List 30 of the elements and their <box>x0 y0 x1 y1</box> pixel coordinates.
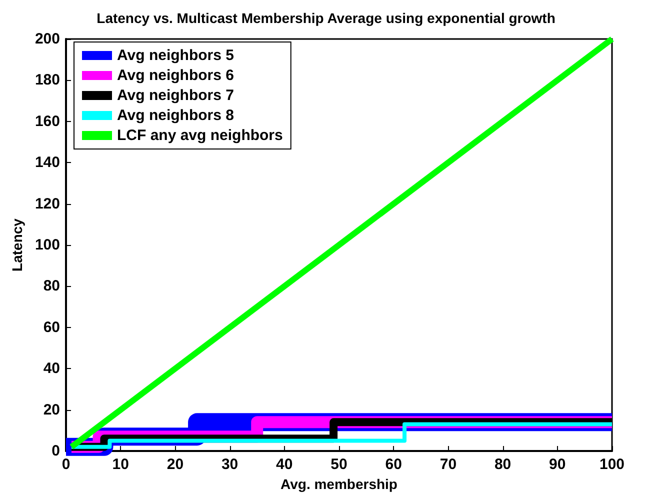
x-axis-title: Avg. membership <box>280 476 398 492</box>
x-tick-label: 0 <box>62 456 70 473</box>
y-tick-label: 160 <box>34 112 60 130</box>
x-tick-label: 80 <box>494 456 512 473</box>
legend-label: Avg neighbors 8 <box>117 107 234 124</box>
x-tick-label: 10 <box>112 456 129 473</box>
x-tick-label: 100 <box>599 456 625 473</box>
x-tick-label: 40 <box>276 456 293 473</box>
y-tick-label: 80 <box>43 278 60 295</box>
legend-label: Avg neighbors 5 <box>117 47 234 64</box>
x-tick-label: 20 <box>166 456 184 473</box>
x-tick-label: 60 <box>385 456 402 473</box>
y-tick-label: 200 <box>34 30 60 48</box>
x-tick-label: 30 <box>221 456 238 473</box>
legend-label: Avg neighbors 6 <box>117 67 234 84</box>
x-tick-label: 90 <box>549 456 566 473</box>
y-axis-title: Latency <box>9 218 26 272</box>
legend-label: LCF any avg neighbors <box>117 127 283 144</box>
y-tick-label: 40 <box>43 360 60 378</box>
y-tick-label: 100 <box>34 236 60 254</box>
x-tick-label: 70 <box>440 456 457 473</box>
y-tick-label: 20 <box>43 401 60 418</box>
y-tick-label: 0 <box>52 442 60 460</box>
legend-label: Avg neighbors 7 <box>117 87 234 104</box>
y-tick-label: 120 <box>34 195 60 212</box>
chart-title: Latency vs. Multicast Membership Average using exponential growth <box>96 10 556 26</box>
y-tick-label: 180 <box>34 72 60 89</box>
y-tick-label: 60 <box>43 318 60 336</box>
x-tick-label: 50 <box>330 456 348 473</box>
y-tick-label: 140 <box>34 154 60 172</box>
